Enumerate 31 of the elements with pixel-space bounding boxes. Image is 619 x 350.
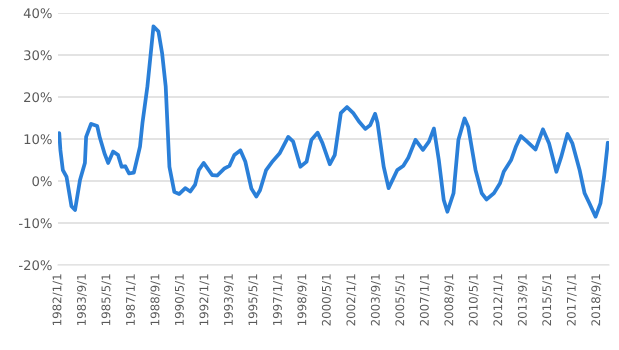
x-tick-label: 2012/1/1: [493, 274, 504, 326]
x-tick-label: 1998/9/1: [297, 274, 308, 326]
x-tick-label: 1983/9/1: [76, 274, 87, 326]
x-tick-label: 2005/5/1: [395, 274, 406, 326]
x-tick-label: 1985/5/1: [101, 274, 112, 326]
x-tick-label: 1982/1/1: [52, 274, 62, 326]
y-tick-label: 0%: [32, 176, 52, 186]
x-tick-label: 1988/9/1: [150, 274, 160, 326]
x-tick-label: 2018/9/1: [591, 274, 602, 326]
x-tick-label: 1992/1/1: [199, 274, 210, 326]
x-tick-label: 1987/1/1: [126, 274, 136, 326]
y-tick-label: 10%: [24, 134, 52, 144]
x-tick-label: 1990/5/1: [174, 274, 185, 326]
y-tick-label: -20%: [19, 260, 52, 270]
line-series: [58, 24, 609, 219]
x-tick-label: 2003/9/1: [370, 274, 381, 326]
x-tick-label: 2008/9/1: [444, 274, 454, 326]
y-tick-label: -10%: [19, 218, 52, 228]
x-tick-label: 1995/5/1: [248, 274, 258, 326]
y-tick-label: 20%: [24, 92, 52, 102]
y-tick-label: 30%: [24, 50, 52, 60]
x-tick-label: 1993/9/1: [224, 274, 234, 326]
x-tick-label: 2000/5/1: [322, 274, 332, 326]
x-tick-label: 2015/5/1: [542, 274, 552, 326]
x-tick-label: 1997/1/1: [272, 274, 283, 326]
x-tick-label: 2002/1/1: [346, 274, 356, 326]
x-tick-label: 2017/1/1: [566, 274, 577, 326]
y-tick-label: 40%: [24, 8, 52, 18]
x-tick-label: 2007/1/1: [420, 274, 430, 326]
x-tick-label: 2013/9/1: [518, 274, 528, 326]
x-tick-label: 2010/5/1: [468, 274, 479, 326]
